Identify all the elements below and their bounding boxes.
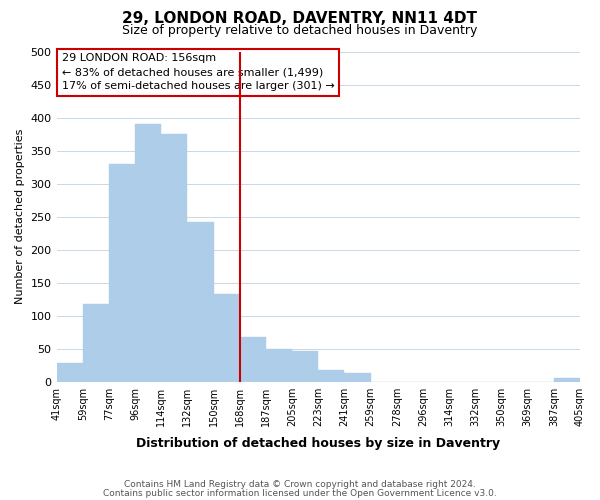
- Bar: [161, 134, 187, 382]
- Bar: [187, 222, 214, 382]
- Bar: [344, 373, 371, 382]
- Bar: [109, 164, 135, 382]
- Y-axis label: Number of detached properties: Number of detached properties: [15, 129, 25, 304]
- Bar: [266, 348, 292, 382]
- Bar: [318, 370, 344, 382]
- Bar: [240, 337, 266, 382]
- Bar: [554, 378, 580, 382]
- Text: 29, LONDON ROAD, DAVENTRY, NN11 4DT: 29, LONDON ROAD, DAVENTRY, NN11 4DT: [122, 11, 478, 26]
- Bar: [292, 352, 318, 382]
- Text: Contains public sector information licensed under the Open Government Licence v3: Contains public sector information licen…: [103, 488, 497, 498]
- Bar: [214, 294, 240, 382]
- X-axis label: Distribution of detached houses by size in Daventry: Distribution of detached houses by size …: [136, 437, 500, 450]
- Bar: [83, 304, 109, 382]
- Text: Size of property relative to detached houses in Daventry: Size of property relative to detached ho…: [122, 24, 478, 37]
- Bar: [56, 363, 83, 382]
- Text: 29 LONDON ROAD: 156sqm
← 83% of detached houses are smaller (1,499)
17% of semi-: 29 LONDON ROAD: 156sqm ← 83% of detached…: [62, 53, 335, 91]
- Text: Contains HM Land Registry data © Crown copyright and database right 2024.: Contains HM Land Registry data © Crown c…: [124, 480, 476, 489]
- Bar: [135, 124, 161, 382]
